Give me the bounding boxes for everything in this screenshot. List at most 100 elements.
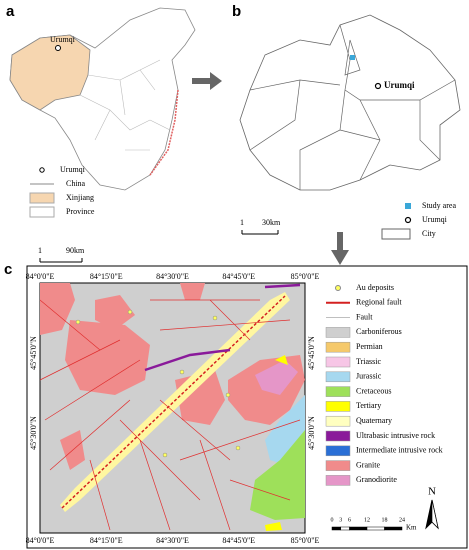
city-label: Urumqi xyxy=(384,80,415,90)
legend-symbol xyxy=(325,415,351,427)
ultrabasic xyxy=(144,283,301,372)
north-arrow xyxy=(431,499,439,529)
legend-symbol xyxy=(325,460,351,471)
legend-symbol xyxy=(381,228,411,240)
scale-label: 1 xyxy=(38,246,42,255)
longitude-label: 84°45'0"E xyxy=(222,272,255,281)
legend-label: Jurassic xyxy=(356,372,382,381)
legend-label: Cretaceous xyxy=(356,386,392,395)
panel-label: c xyxy=(4,261,12,278)
city-marker xyxy=(374,82,382,90)
legend-symbol xyxy=(325,356,351,368)
coordinates: 84°0'0"E 84°0'0"E 84°15'0"E 84°15'0"E 84°30'… xyxy=(26,272,320,545)
legend-label: Regional fault xyxy=(356,298,402,307)
legend-symbol xyxy=(405,203,411,209)
longitude-label: 84°45'0"E xyxy=(222,536,255,545)
city-label: Urumqi xyxy=(50,35,76,44)
panel-frame xyxy=(26,265,468,549)
legend-label: Granite xyxy=(356,460,380,469)
legend-symbol xyxy=(404,216,412,224)
panel-label: b xyxy=(232,3,241,20)
legend-label: Carboniferous xyxy=(356,327,402,336)
scale-label: 1 xyxy=(240,218,244,227)
legend-label: Urumqi xyxy=(60,165,86,174)
scale-segment xyxy=(366,526,385,531)
legend-label: Province xyxy=(66,207,95,216)
legend-label: Triassic xyxy=(356,357,381,366)
scale-label: 12 xyxy=(364,517,370,523)
legend-label: Fault xyxy=(356,312,373,321)
longitude-label: 84°15'0"E xyxy=(90,272,123,281)
latitude-label: 45°45'0"N xyxy=(29,336,38,370)
longitude-label: 84°0'0"E xyxy=(26,536,55,545)
scale-label: 0 xyxy=(331,517,334,523)
legend-label: Study area xyxy=(422,201,456,210)
quaternary-band xyxy=(60,292,290,512)
longitude-label: 85°0'0"E xyxy=(291,536,320,545)
legend-symbol xyxy=(325,341,351,353)
legend-symbol xyxy=(335,285,341,291)
panel-label: a xyxy=(6,3,15,20)
granodiorite xyxy=(255,360,298,395)
legend: Au deposits Regional fault Fault Carbonifer… xyxy=(325,283,443,486)
legend: Study area Urumqi City xyxy=(381,201,456,240)
legend-label: Ultrabasic intrusive rock xyxy=(356,431,435,440)
longitude-label: 84°30'0"E xyxy=(156,536,189,545)
legend-label: Au deposits xyxy=(356,283,394,292)
coastline xyxy=(149,89,179,176)
legend-symbol xyxy=(325,475,351,486)
legend-symbol xyxy=(325,386,351,397)
faults xyxy=(39,299,301,531)
latitude-label: 45°30'0"N xyxy=(29,416,38,450)
arrow xyxy=(331,232,349,265)
arrow xyxy=(192,72,222,90)
legend-symbol xyxy=(325,445,351,457)
regional-fault xyxy=(61,295,286,509)
legend-label: China xyxy=(66,179,86,188)
scale-label: 18 xyxy=(382,517,388,523)
longitude-label: 84°0'0"E xyxy=(26,272,55,281)
longitude-label: 84°15'0"E xyxy=(90,536,123,545)
legend-symbol xyxy=(39,167,45,173)
scale-unit: Km xyxy=(406,524,417,532)
legend-symbol xyxy=(29,206,55,218)
scale-label: 3 xyxy=(339,517,342,523)
scale-segment xyxy=(331,526,341,531)
legend: Urumqi China Xinjiang Province xyxy=(29,165,95,218)
legend-symbol xyxy=(325,327,351,338)
scale-segment xyxy=(340,526,350,531)
scale-label: 6 xyxy=(348,517,351,523)
legend-symbol xyxy=(325,401,351,412)
legend-label: City xyxy=(422,229,436,238)
legend-label: Permian xyxy=(356,342,383,351)
study-area xyxy=(350,55,355,60)
longitude-label: 84°30'0"E xyxy=(156,272,189,281)
legend-label: Xinjiang xyxy=(66,193,94,202)
city-borders xyxy=(249,24,456,190)
province-borders xyxy=(79,59,171,151)
scale-segment xyxy=(384,526,403,531)
legend-symbol xyxy=(325,371,351,383)
legend-label: Quaternary xyxy=(356,416,392,425)
scale-label: 90km xyxy=(66,246,85,255)
scale-segment xyxy=(349,526,368,531)
au-deposits xyxy=(75,309,241,458)
legend-symbol xyxy=(325,430,351,442)
legend-label: Granodiorite xyxy=(356,475,397,484)
city-marker xyxy=(55,45,61,51)
latitude-label: 45°45'0"N xyxy=(307,336,316,370)
granite xyxy=(40,283,225,470)
scale-label: 24 xyxy=(399,517,405,523)
legend-label: Tertiary xyxy=(356,401,381,410)
longitude-label: 85°0'0"E xyxy=(291,272,320,281)
scale-label: 30km xyxy=(262,218,281,227)
legend-symbol xyxy=(29,192,55,204)
cretaceous xyxy=(250,430,305,520)
latitude-label: 45°30'0"N xyxy=(307,416,316,450)
legend-label: Intermediate intrusive rock xyxy=(356,446,443,455)
north-label: N xyxy=(428,486,436,498)
legend-label: Urumqi xyxy=(422,215,448,224)
